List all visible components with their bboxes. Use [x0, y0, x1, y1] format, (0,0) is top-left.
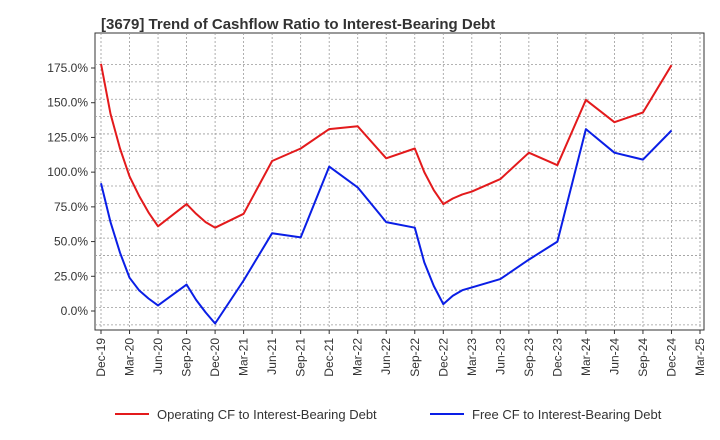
- x-tick-label: Dec-24: [664, 338, 678, 377]
- chart-title: [3679] Trend of Cashflow Ratio to Intere…: [101, 16, 496, 33]
- x-tick-label: Mar-23: [465, 338, 479, 376]
- x-tick-label: Mar-25: [693, 338, 707, 376]
- x-tick-label: Jun-21: [265, 338, 279, 375]
- y-tick-label: 0.0%: [61, 304, 89, 318]
- x-tick-label: Mar-22: [351, 338, 365, 376]
- x-tick-label: Sep-22: [408, 338, 422, 377]
- x-tick-label: Mar-21: [237, 338, 251, 376]
- x-tick-label: Sep-24: [636, 338, 650, 377]
- x-tick-label: Jun-23: [493, 338, 507, 375]
- x-tick-label: Sep-20: [180, 338, 194, 377]
- y-tick-label: 125.0%: [47, 130, 88, 144]
- y-tick-label: 50.0%: [54, 235, 88, 249]
- x-tick-label: Dec-20: [208, 338, 222, 377]
- x-tick-label: Jun-20: [151, 338, 165, 375]
- x-tick-label: Dec-19: [94, 338, 108, 377]
- legend-label: Operating CF to Interest-Bearing Debt: [157, 407, 377, 422]
- x-tick-label: Sep-21: [294, 338, 308, 377]
- x-tick-label: Dec-23: [550, 338, 564, 377]
- x-tick-label: Jun-22: [379, 338, 393, 375]
- plot-area-frame: [94, 32, 705, 331]
- y-tick-label: 100.0%: [47, 165, 88, 179]
- x-tick-label: Dec-22: [436, 338, 450, 377]
- y-tick-label: 175.0%: [47, 61, 88, 75]
- y-tick-label: 150.0%: [47, 96, 88, 110]
- x-tick-label: Mar-20: [123, 338, 137, 376]
- series-line-operating-cf: [100, 63, 673, 229]
- y-tick-label: 75.0%: [54, 200, 88, 214]
- legend-label: Free CF to Interest-Bearing Debt: [472, 407, 662, 422]
- x-tick-label: Sep-23: [522, 338, 536, 377]
- x-tick-label: Mar-24: [579, 338, 593, 376]
- y-tick-label: 25.0%: [54, 269, 88, 283]
- x-tick-label: Jun-24: [607, 338, 621, 375]
- series-line-free-cf: [100, 128, 673, 325]
- x-tick-label: Dec-21: [322, 338, 336, 377]
